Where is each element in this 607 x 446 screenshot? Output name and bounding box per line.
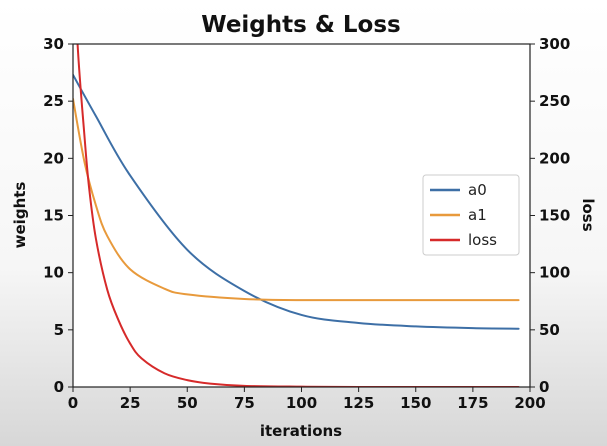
y-tick-label: 20	[43, 149, 64, 167]
y2-tick-label: 50	[539, 321, 560, 339]
x-tick-label: 25	[120, 394, 141, 412]
y-tick-label: 30	[43, 35, 64, 53]
legend-box	[422, 174, 520, 256]
y-tick-label: 10	[43, 264, 64, 282]
x-tick-label: 200	[514, 394, 545, 412]
y2-tick-label: 250	[539, 92, 570, 110]
x-tick-label: 0	[68, 394, 78, 412]
y2-tick-label: 150	[539, 207, 570, 225]
x-tick-label: 175	[457, 394, 488, 412]
x-tick-label: 75	[234, 394, 255, 412]
y-tick-label: 0	[54, 378, 64, 396]
series-line-a1	[73, 97, 520, 302]
legend-label-loss: loss	[468, 231, 497, 249]
x-axis-label: iterations	[260, 422, 342, 440]
y2-tick-label: 100	[539, 264, 570, 282]
y2-tick-label: 300	[539, 35, 570, 53]
x-tick-label: 150	[400, 394, 431, 412]
y-tick-label: 5	[54, 321, 64, 339]
y2-tick-label: 0	[539, 378, 549, 396]
y2-tick-label: 200	[539, 149, 570, 167]
legend-label-a0: a0	[468, 181, 487, 199]
y-axis-left: 0 5 10 15 20 25 30	[43, 35, 73, 396]
x-tick-label: 50	[177, 394, 198, 412]
y-tick-label: 15	[43, 207, 64, 225]
chart-title: Weights & Loss	[201, 12, 400, 38]
y-axis-label: weights	[11, 182, 29, 249]
x-axis: 0 25 50 75 100 125 150 175 200	[68, 387, 546, 412]
x-tick-label: 100	[286, 394, 317, 412]
x-tick-label: 125	[343, 394, 374, 412]
y-tick-label: 25	[43, 92, 64, 110]
y-axis-right: 0 50 100 150 200 250 300	[530, 35, 570, 396]
legend: a0 a1 loss	[422, 174, 520, 256]
legend-label-a1: a1	[468, 206, 487, 224]
y2-axis-label: loss	[579, 198, 597, 231]
